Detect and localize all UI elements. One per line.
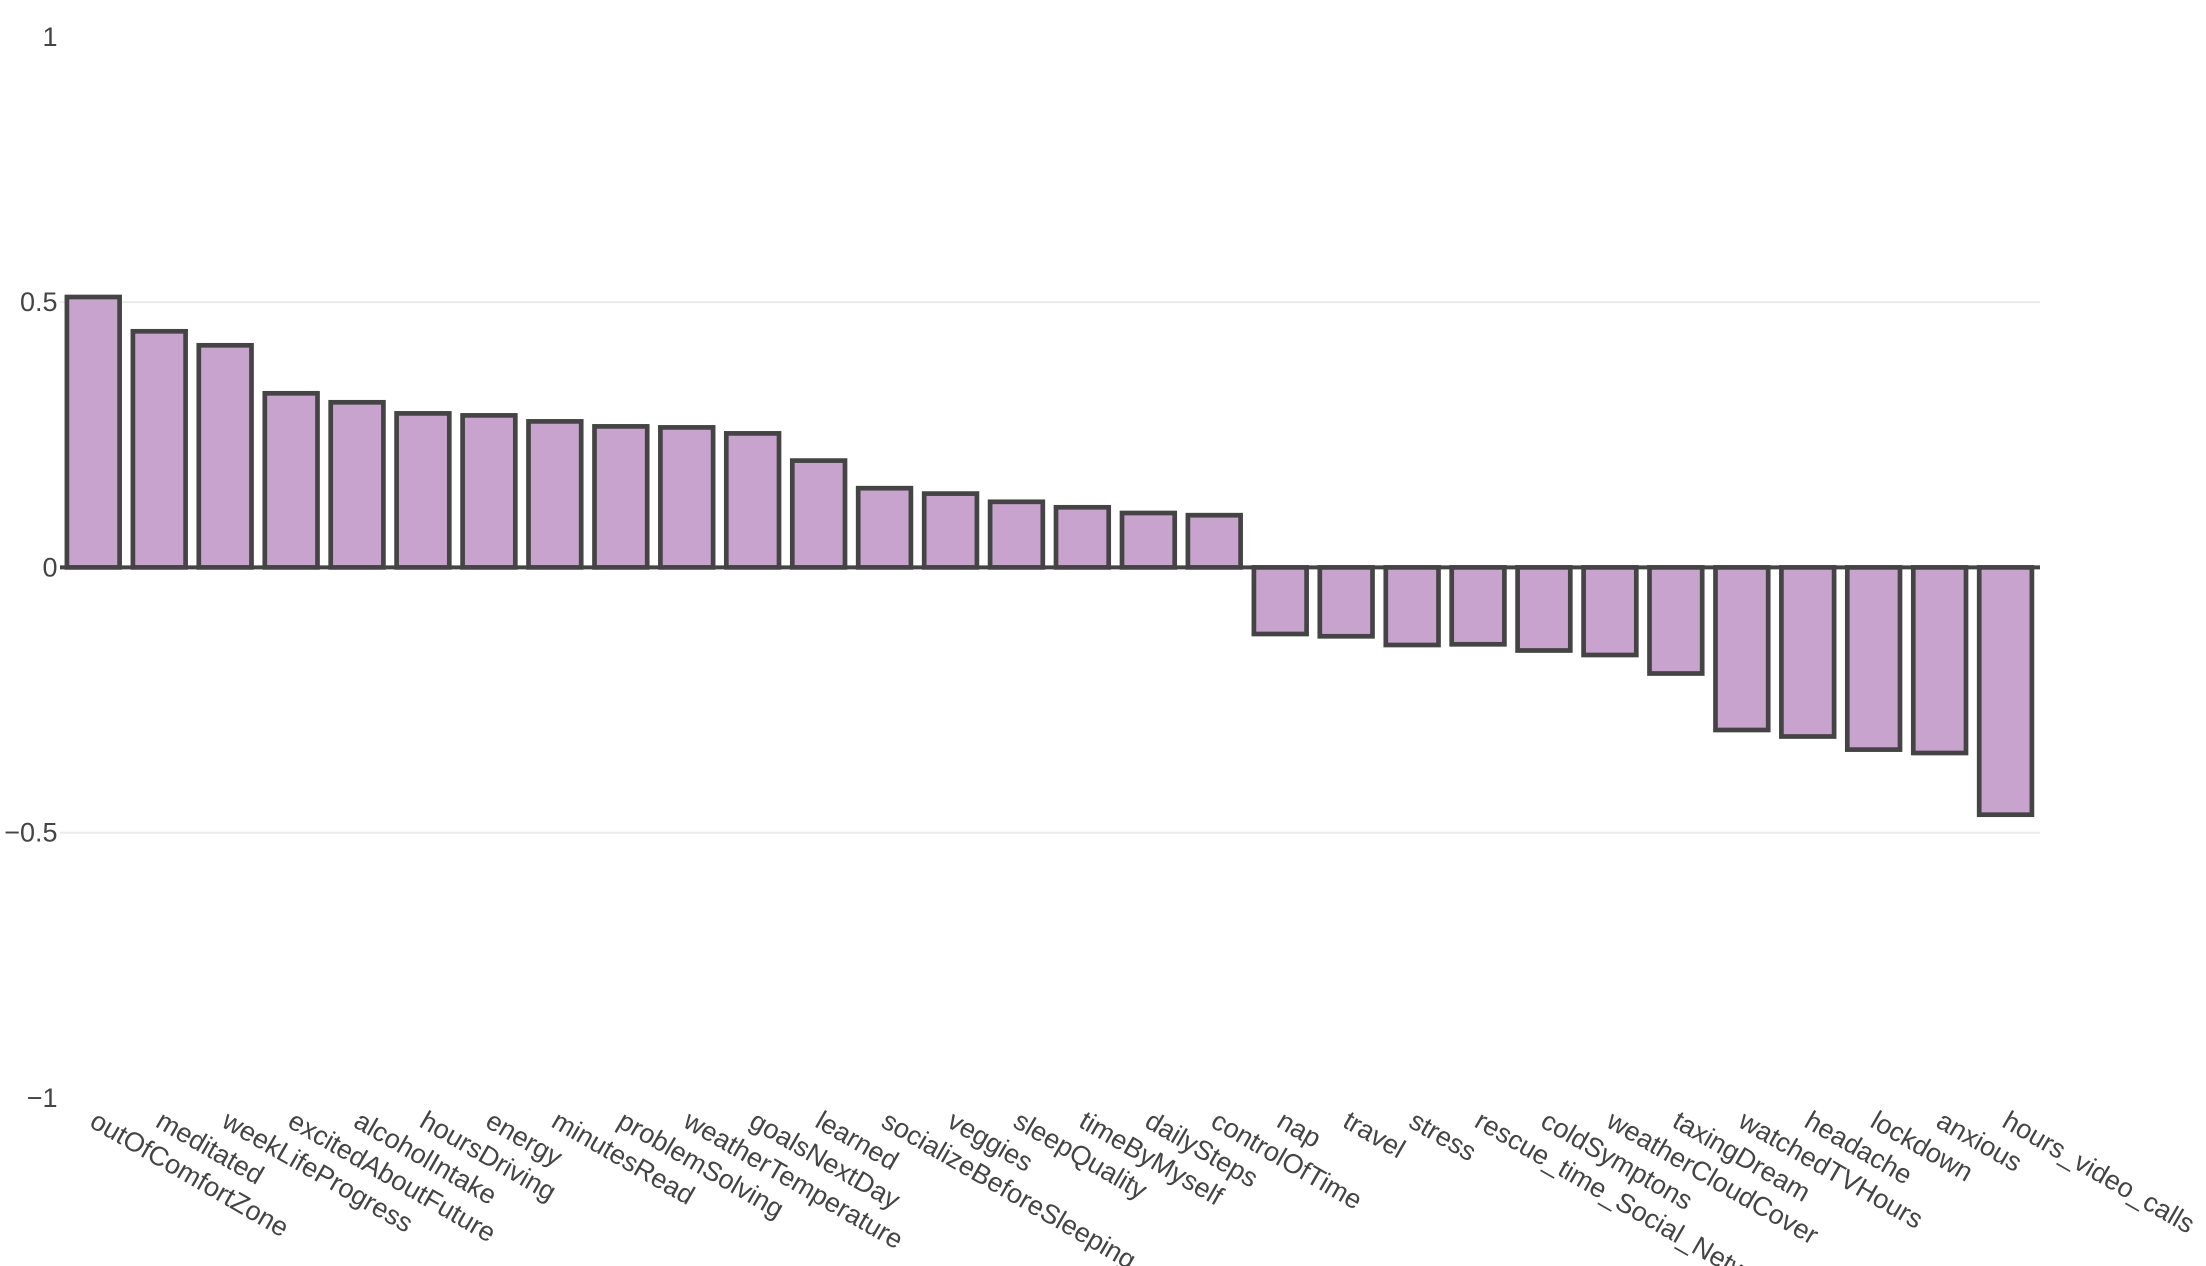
svg-text:0.5: 0.5 xyxy=(20,287,58,317)
svg-text:−1: −1 xyxy=(27,1083,58,1113)
svg-text:1: 1 xyxy=(42,22,57,52)
svg-text:−0.5: −0.5 xyxy=(4,818,57,848)
svg-text:0: 0 xyxy=(42,552,57,582)
